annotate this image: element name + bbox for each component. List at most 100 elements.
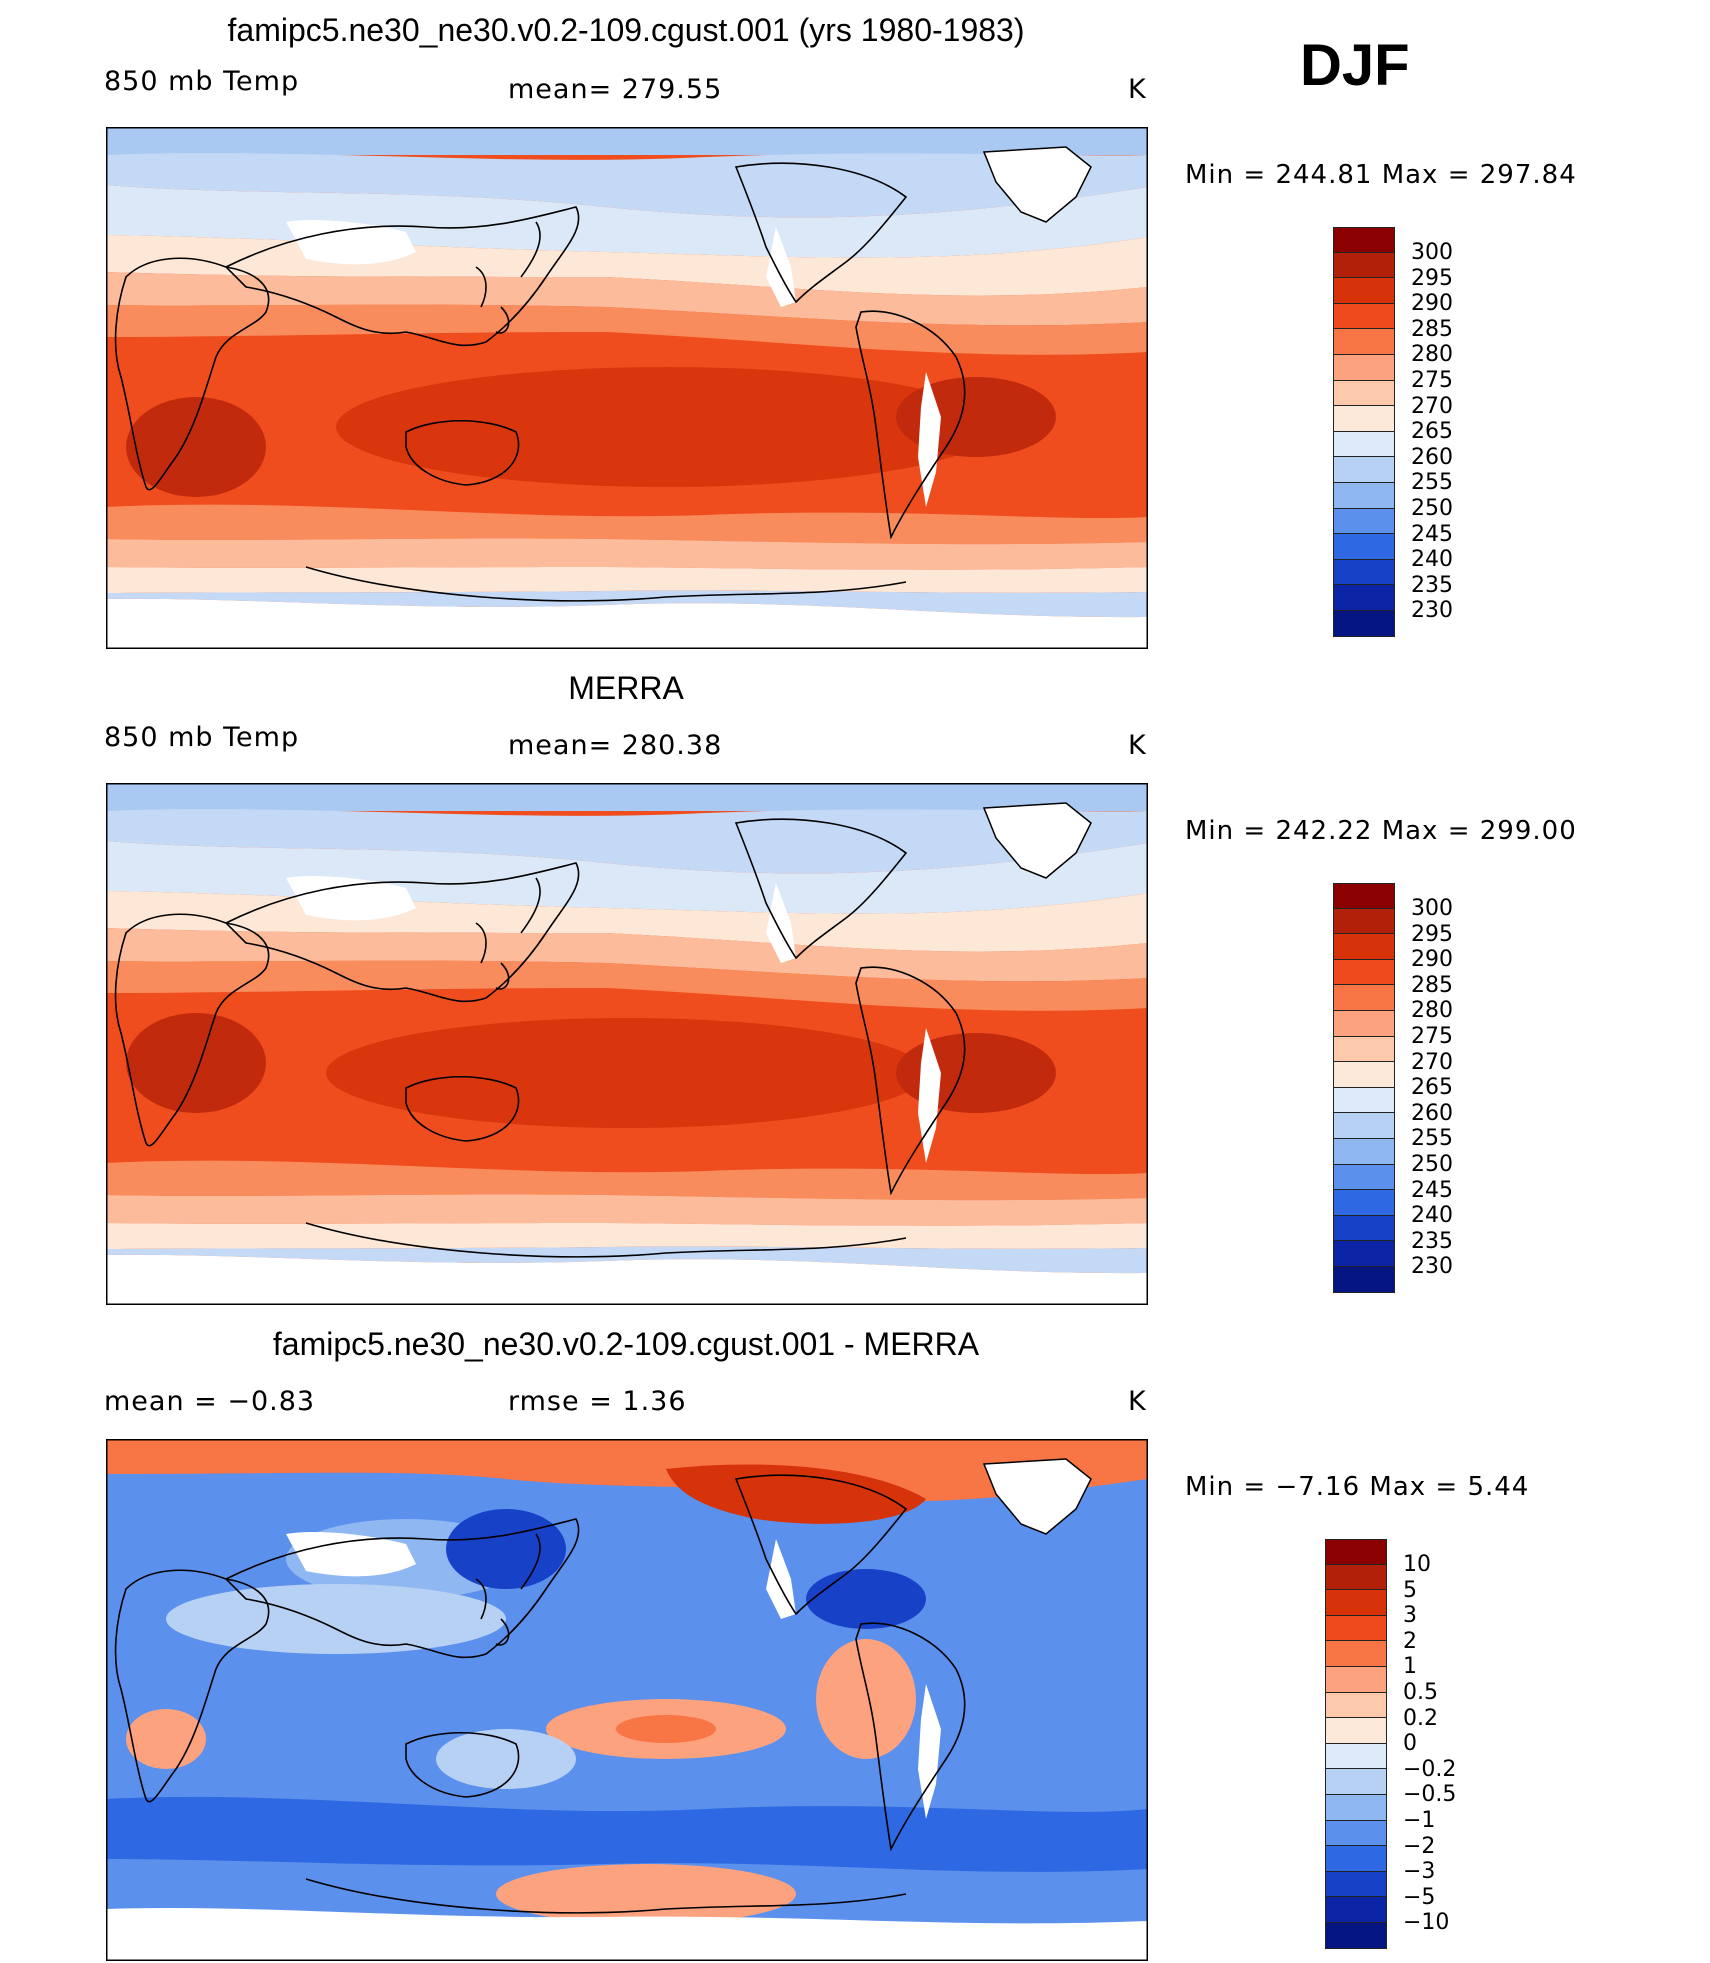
colorbar-swatch bbox=[1325, 1769, 1387, 1795]
andes-mask bbox=[918, 372, 941, 507]
colorbar-swatch bbox=[1333, 1010, 1395, 1037]
rockies-mask bbox=[766, 1539, 796, 1619]
colorbar-level-label: 295 bbox=[1411, 921, 1453, 947]
colorbar-level-label: 230 bbox=[1411, 1254, 1453, 1280]
band-arctic bbox=[106, 783, 1148, 811]
colorbar-swatch bbox=[1333, 985, 1395, 1011]
band-high-lat-south bbox=[106, 1246, 1148, 1274]
colorbar-level-label: 0.5 bbox=[1403, 1679, 1438, 1705]
coastlines bbox=[114, 818, 966, 1258]
africa-hot-spot bbox=[126, 397, 266, 497]
antarctica-mask bbox=[106, 1254, 1148, 1305]
colorbar-swatch bbox=[1333, 431, 1395, 458]
coastlines bbox=[114, 162, 966, 602]
south-america-warm-bias bbox=[816, 1639, 916, 1759]
colorbar-level-label: 245 bbox=[1411, 521, 1453, 547]
colorbar-swatch bbox=[1333, 227, 1395, 253]
panel2-map bbox=[106, 783, 1148, 1305]
colorbar-swatch bbox=[1333, 1266, 1395, 1293]
colorbar-level-label: 270 bbox=[1411, 1049, 1453, 1075]
colorbar-level-label: 255 bbox=[1411, 1126, 1453, 1152]
greenland-mask bbox=[982, 146, 1092, 223]
panel2-mean-label: mean= 280.38 bbox=[508, 730, 723, 761]
colorbar-swatch bbox=[1333, 959, 1395, 986]
band-mid-south bbox=[106, 567, 1148, 593]
panel1-map-frame bbox=[106, 127, 1148, 649]
colorbar-swatch bbox=[1333, 303, 1395, 330]
colorbar-level-label: 235 bbox=[1411, 572, 1453, 598]
colorbar-swatch bbox=[1325, 1846, 1387, 1872]
greenland-mask bbox=[982, 802, 1092, 879]
colorbar-level-label: 260 bbox=[1411, 1100, 1453, 1126]
andes-mask bbox=[918, 1684, 941, 1819]
colorbar-swatch bbox=[1333, 610, 1395, 637]
colorbar-level-label: 300 bbox=[1411, 896, 1453, 921]
panel2-map-frame bbox=[106, 783, 1148, 1305]
tropical-warm-pool bbox=[326, 1018, 926, 1128]
colorbar-swatch bbox=[1333, 1113, 1395, 1139]
tropics-neutral bbox=[166, 1584, 506, 1654]
band-high-lat-south bbox=[106, 590, 1148, 618]
panel2-units-label: K bbox=[1128, 730, 1147, 761]
colorbar-level-label: 235 bbox=[1411, 1228, 1453, 1254]
colorbar-level-label: 250 bbox=[1411, 495, 1453, 521]
colorbar-level-label: −1 bbox=[1403, 1807, 1436, 1833]
coastlines bbox=[114, 1474, 966, 1914]
colorbar-level-label: 295 bbox=[1411, 265, 1453, 291]
colorbar-swatch bbox=[1333, 354, 1395, 381]
colorbar-swatch bbox=[1333, 559, 1395, 586]
tropical-warm-pool bbox=[336, 367, 996, 487]
colorbar-swatch bbox=[1325, 1871, 1387, 1898]
rockies-mask bbox=[766, 883, 796, 963]
colorbar-swatch bbox=[1333, 585, 1395, 611]
panel3-mean-label: mean = −0.83 bbox=[104, 1386, 316, 1417]
colorbar-level-label: 240 bbox=[1411, 1203, 1453, 1229]
panel2-minmax: Min = 242.22 Max = 299.00 bbox=[1185, 816, 1577, 846]
colorbar-swatch bbox=[1333, 329, 1395, 355]
colorbar-level-label: 265 bbox=[1411, 1075, 1453, 1101]
colorbar-level-label: −2 bbox=[1403, 1833, 1436, 1859]
antarctic-warm-bias bbox=[496, 1864, 796, 1924]
colorbar-swatch bbox=[1325, 1794, 1387, 1821]
colorbar-level-label: 245 bbox=[1411, 1177, 1453, 1203]
colorbar-swatch bbox=[1333, 1036, 1395, 1063]
colorbar-swatch bbox=[1333, 278, 1395, 304]
colorbar-level-label: −10 bbox=[1403, 1910, 1450, 1936]
colorbar-swatch bbox=[1325, 1922, 1387, 1949]
band-high-lat-north bbox=[106, 809, 1148, 874]
colorbar-level-label: 2 bbox=[1403, 1628, 1417, 1654]
colorbar-level-label: 280 bbox=[1411, 342, 1453, 368]
antarctica-mask bbox=[106, 1907, 1148, 1961]
panel1-minmax: Min = 244.81 Max = 297.84 bbox=[1185, 160, 1577, 190]
colorbar-level-label: −5 bbox=[1403, 1884, 1436, 1910]
colorbar-level-label: 5 bbox=[1403, 1577, 1417, 1603]
colorbar-swatch bbox=[1325, 1590, 1387, 1616]
colorbar-level-label: 255 bbox=[1411, 470, 1453, 496]
band-subtropics-north bbox=[106, 960, 1148, 1011]
colorbar-level-label: 230 bbox=[1411, 598, 1453, 624]
band-subtropics-north bbox=[106, 304, 1148, 355]
colorbar-swatch bbox=[1333, 482, 1395, 509]
tibet-mask bbox=[286, 1532, 416, 1577]
panel3-colorbar-labels: 10 5 3 2 1 0.5 0.2 0 −0.2 −0.5 −1 −2 −3 −5 −10 bbox=[1403, 1552, 1456, 1936]
colorbar-swatch bbox=[1325, 1539, 1387, 1565]
panel3-rmse-label: rmse = 1.36 bbox=[508, 1386, 687, 1417]
colorbar-level-label: 270 bbox=[1411, 393, 1453, 419]
colorbar-level-label: 1 bbox=[1403, 1654, 1417, 1680]
africa-hot-spot bbox=[126, 1013, 266, 1113]
africa-warm-bias bbox=[126, 1709, 206, 1769]
colorbar-swatch bbox=[1333, 1062, 1395, 1088]
band-mid-south bbox=[106, 1223, 1148, 1249]
colorbar-level-label: 290 bbox=[1411, 291, 1453, 317]
panel1-variable-label: 850 mb Temp bbox=[104, 66, 300, 97]
panel2-colorbar-labels: 300 295 290 285 280 275 270 265 260 255 250 245 240 2… bbox=[1411, 896, 1453, 1280]
colorbar-swatch bbox=[1325, 1641, 1387, 1667]
colorbar-swatch bbox=[1333, 1138, 1395, 1165]
north-atlantic-cool-bias bbox=[806, 1569, 926, 1629]
colorbar-swatch bbox=[1325, 1718, 1387, 1744]
colorbar-swatch bbox=[1333, 1164, 1395, 1191]
colorbar-swatch bbox=[1333, 406, 1395, 432]
panel3-map bbox=[106, 1439, 1148, 1961]
colorbar-level-label: 285 bbox=[1411, 972, 1453, 998]
colorbar-level-label: −0.2 bbox=[1403, 1756, 1457, 1782]
